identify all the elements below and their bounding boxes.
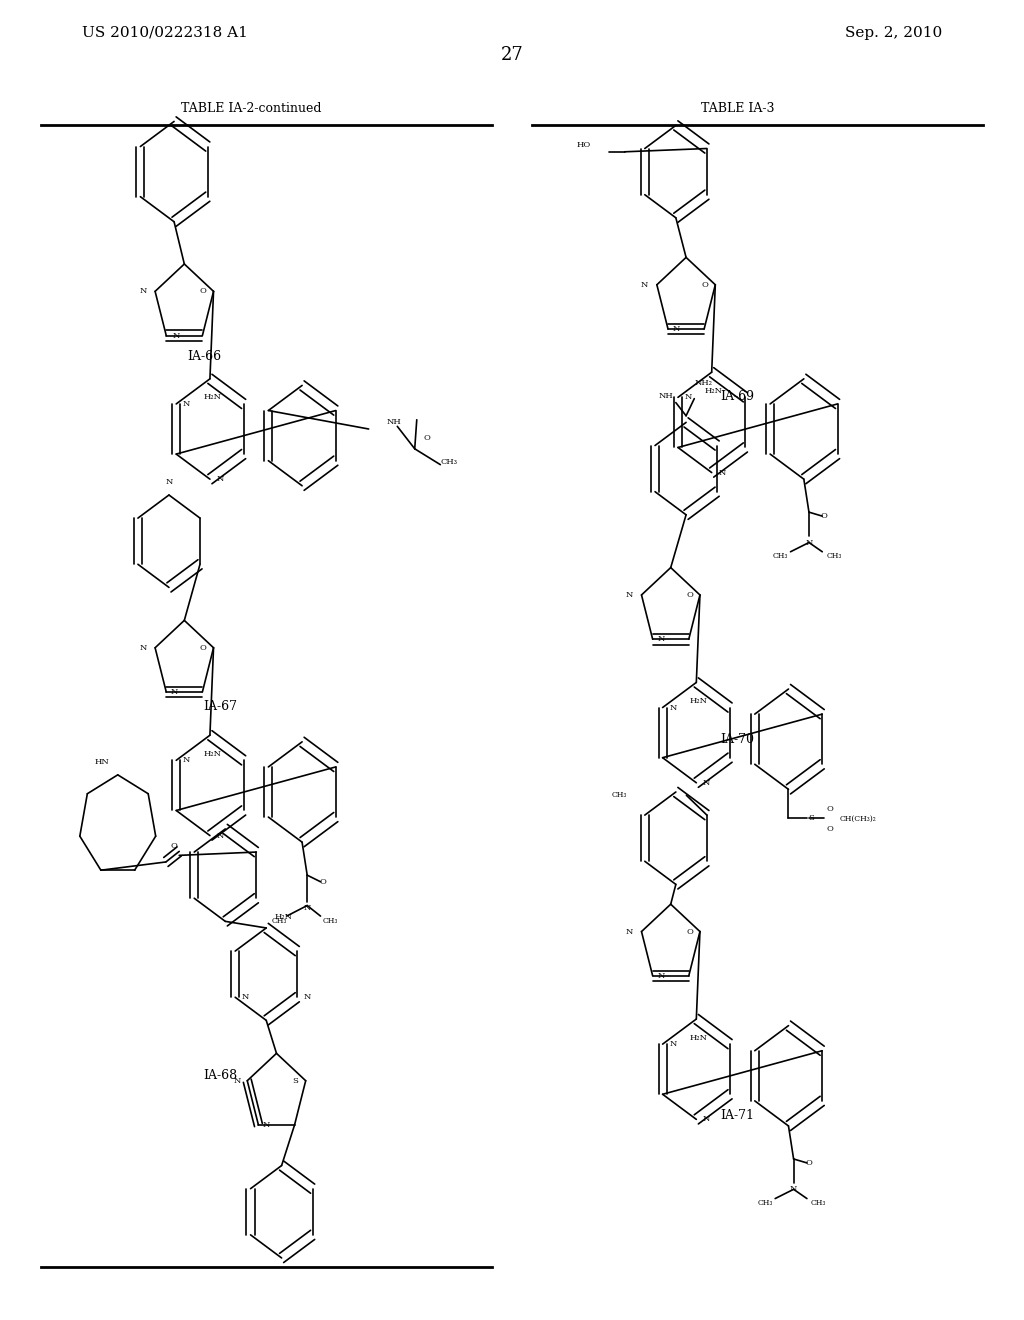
Text: CH₃: CH₃: [811, 1199, 826, 1206]
Text: N: N: [303, 904, 311, 912]
Text: O: O: [701, 281, 709, 289]
Text: 27: 27: [501, 46, 523, 65]
Text: N: N: [641, 281, 648, 289]
Text: IA-71: IA-71: [720, 1109, 755, 1122]
Text: N: N: [242, 993, 249, 1002]
Text: N: N: [702, 779, 711, 787]
Text: NH: NH: [659, 392, 674, 400]
Text: N: N: [182, 756, 190, 764]
Text: NH₂: NH₂: [694, 379, 713, 387]
Text: N: N: [684, 393, 692, 401]
Text: N: N: [718, 469, 726, 477]
Text: H₂N: H₂N: [689, 697, 708, 705]
Text: HO: HO: [577, 141, 591, 149]
Text: N: N: [626, 928, 633, 936]
Text: N: N: [657, 972, 665, 979]
Text: IA-70: IA-70: [720, 733, 755, 746]
Text: IA-69: IA-69: [720, 389, 755, 403]
Text: N: N: [673, 325, 680, 333]
Text: CH(CH₃)₂: CH(CH₃)₂: [840, 814, 877, 822]
Text: TABLE IA-3: TABLE IA-3: [700, 102, 774, 115]
Text: H₂N: H₂N: [203, 750, 221, 758]
Text: S: S: [293, 1077, 298, 1085]
Text: CH₃: CH₃: [611, 791, 627, 799]
Text: N: N: [165, 478, 173, 486]
Text: O: O: [686, 928, 693, 936]
Text: O: O: [424, 434, 430, 442]
Text: N: N: [626, 591, 633, 599]
Text: N: N: [216, 832, 224, 840]
Text: H₂N: H₂N: [274, 913, 293, 921]
Text: O: O: [821, 512, 827, 520]
Text: H₂N: H₂N: [203, 393, 221, 401]
Text: O: O: [200, 288, 207, 296]
Text: O: O: [826, 825, 833, 833]
Text: N: N: [263, 1121, 270, 1129]
Text: O: O: [686, 591, 693, 599]
Text: IA-68: IA-68: [203, 1069, 238, 1082]
Text: IA-67: IA-67: [203, 700, 238, 713]
Text: S: S: [808, 814, 814, 822]
Text: N: N: [702, 1115, 711, 1123]
Text: N: N: [216, 475, 224, 483]
Text: N: N: [139, 644, 146, 652]
Text: NH: NH: [387, 418, 401, 426]
Text: N: N: [669, 1040, 677, 1048]
Text: N: N: [171, 688, 178, 696]
Text: N: N: [669, 704, 677, 711]
Text: N: N: [173, 331, 180, 339]
Text: O: O: [200, 644, 207, 652]
Text: N: N: [304, 993, 311, 1002]
Text: Sep. 2, 2010: Sep. 2, 2010: [845, 26, 942, 40]
Text: HN: HN: [95, 758, 110, 766]
Text: CH₃: CH₃: [440, 458, 458, 466]
Text: CH₃: CH₃: [271, 917, 287, 925]
Text: US 2010/0222318 A1: US 2010/0222318 A1: [82, 26, 248, 40]
Text: O: O: [826, 805, 833, 813]
Text: O: O: [319, 878, 326, 886]
Text: CH₃: CH₃: [826, 552, 842, 560]
Text: N: N: [233, 1077, 241, 1085]
Text: O: O: [806, 1159, 812, 1167]
Text: N: N: [790, 1185, 798, 1193]
Text: O: O: [171, 842, 177, 850]
Text: N: N: [139, 288, 146, 296]
Text: N: N: [182, 400, 190, 408]
Text: CH₃: CH₃: [773, 552, 788, 560]
Text: CH₃: CH₃: [323, 917, 338, 925]
Text: IA-66: IA-66: [187, 350, 222, 363]
Text: N: N: [657, 635, 665, 643]
Text: TABLE IA-2-continued: TABLE IA-2-continued: [180, 102, 322, 115]
Text: CH₃: CH₃: [758, 1199, 773, 1206]
Text: H₂N: H₂N: [689, 1034, 708, 1041]
Text: H₂N: H₂N: [705, 387, 723, 395]
Text: N: N: [805, 539, 813, 546]
